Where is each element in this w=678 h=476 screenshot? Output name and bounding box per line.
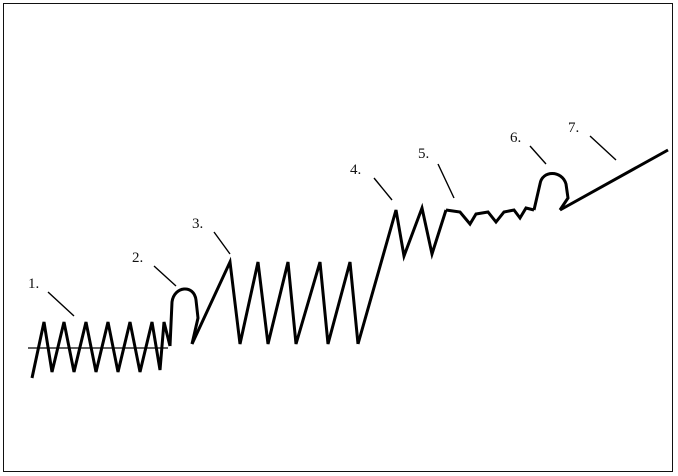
label-7: 7. xyxy=(568,120,579,136)
label-1: 1. xyxy=(28,276,39,292)
segment-1-sawtooth xyxy=(30,321,172,379)
label-2: 2. xyxy=(132,250,143,266)
label-4: 4. xyxy=(350,162,361,178)
leader-line-1 xyxy=(47,291,75,317)
segment-2-loop xyxy=(168,287,200,347)
segment-7-ramp xyxy=(559,148,669,212)
segment-5-plateau xyxy=(445,206,535,227)
leader-line-3 xyxy=(213,231,231,255)
label-3: 3. xyxy=(192,216,203,232)
segment-4-rise xyxy=(356,202,448,345)
leader-line-7 xyxy=(589,135,617,161)
diagram-frame xyxy=(3,3,673,472)
leader-line-6 xyxy=(529,145,547,165)
label-6: 6. xyxy=(510,130,521,146)
leader-line-4 xyxy=(373,177,393,201)
segment-6-loop xyxy=(532,172,570,211)
segment-3-sawtooth xyxy=(190,256,360,345)
leader-line-5 xyxy=(437,163,455,199)
leader-line-2 xyxy=(153,265,177,287)
label-5: 5. xyxy=(418,146,429,162)
